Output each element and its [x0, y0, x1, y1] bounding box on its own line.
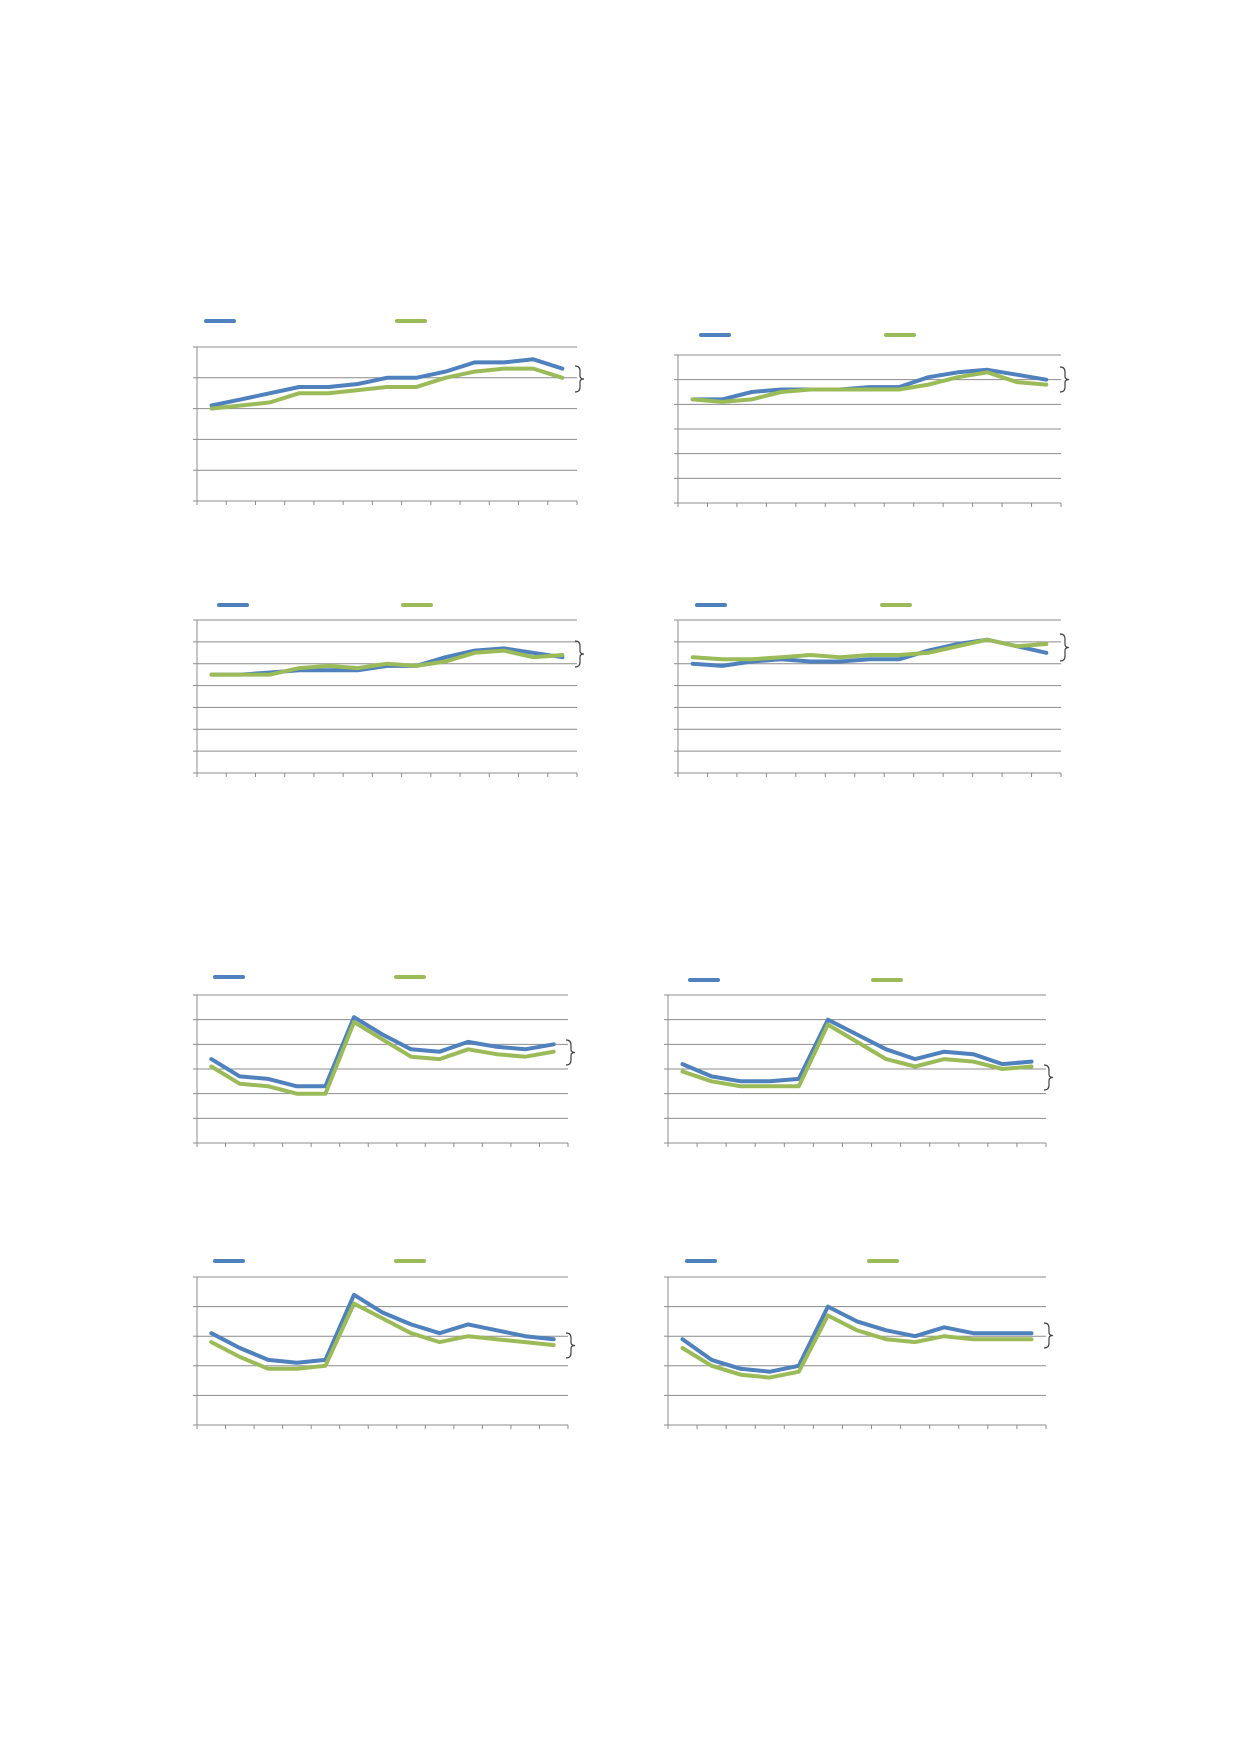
brace-annotation [574, 640, 585, 668]
series-line-green [209, 1301, 556, 1371]
series-line-green [690, 370, 1049, 404]
series-line-blue [209, 1015, 556, 1089]
series-line-blue [209, 1292, 556, 1365]
brace-annotation [1043, 1064, 1054, 1091]
series-line-blue [209, 646, 565, 677]
brace-annotation [1059, 633, 1070, 662]
series-line-blue [680, 1017, 1034, 1084]
brace-annotation [1059, 366, 1070, 393]
series-line-green [209, 366, 565, 411]
brace-annotation [565, 1332, 576, 1359]
series-line-green [209, 1020, 556, 1096]
brace-annotation [574, 365, 585, 393]
series-line-green [690, 637, 1049, 662]
series-line-blue [690, 367, 1049, 402]
series-line-blue [680, 1304, 1034, 1374]
series-line-green [680, 1022, 1034, 1089]
brace-annotation [565, 1039, 576, 1066]
series-line-green [680, 1313, 1034, 1380]
brace-annotation [1043, 1322, 1054, 1349]
series-line-blue [209, 357, 565, 408]
series-line-green [209, 648, 565, 677]
